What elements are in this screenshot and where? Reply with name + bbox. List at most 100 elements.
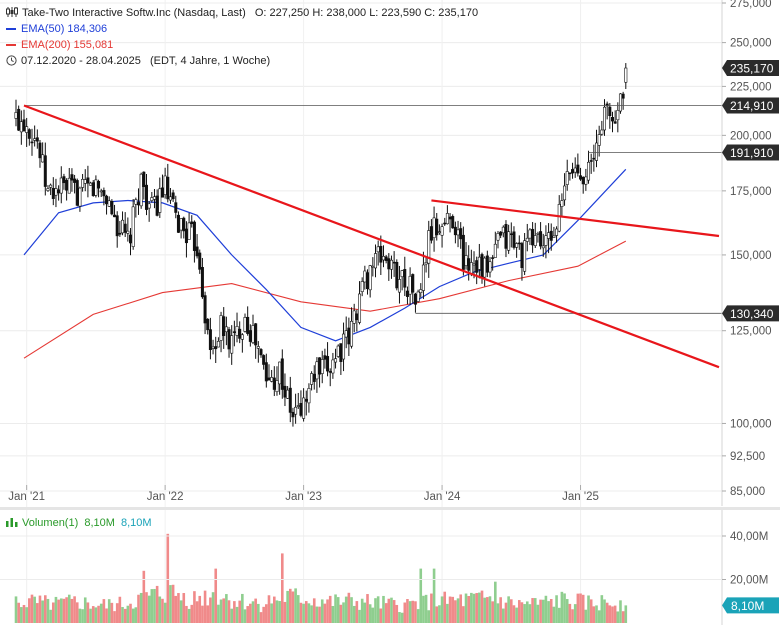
candle-body-up: [350, 321, 354, 347]
candle: [397, 265, 401, 304]
candle-body-up: [389, 259, 393, 270]
volume-tick-label: 20,00M: [730, 575, 768, 587]
candle-body-up: [496, 233, 500, 241]
volume-bar-up: [147, 595, 151, 623]
volume-bar-down: [491, 601, 494, 623]
candle-body-up: [224, 326, 228, 333]
date-range-row: 07.12.2020 - 28.04.2025 (EDT, 4 Jahre, 1…: [6, 54, 270, 68]
volume-bar-down: [613, 605, 617, 623]
volume-bar-down: [267, 595, 271, 623]
legend-ema200[interactable]: EMA(200) 155,081: [6, 38, 113, 52]
candle: [320, 350, 324, 384]
volume-bar-up: [134, 607, 138, 623]
volume-bar-down: [504, 602, 508, 623]
candle: [429, 219, 433, 244]
candle-body-down: [123, 223, 127, 233]
candle: [33, 125, 37, 147]
candle-body-down: [200, 267, 204, 298]
candle-body-down: [539, 231, 543, 247]
volume-bar-up: [541, 599, 545, 623]
candle: [342, 322, 346, 372]
volume-bar-down: [509, 599, 513, 623]
volume-bar-up: [187, 608, 191, 623]
candle: [419, 283, 423, 298]
candle-body-down: [35, 137, 39, 142]
volume-bar-down: [611, 606, 614, 623]
volume-bar-down: [448, 596, 452, 623]
volume-bar-down: [512, 605, 516, 623]
candle-body-down: [579, 175, 583, 180]
volume-bar-up: [419, 568, 423, 623]
volume-bar-down: [227, 600, 231, 623]
candle: [475, 256, 479, 285]
candle: [102, 187, 106, 206]
candle: [248, 324, 252, 347]
legend-ema50[interactable]: EMA(50) 184,306: [6, 22, 107, 36]
candle: [523, 232, 527, 276]
candle-body-up: [483, 257, 487, 278]
volume-bar-up: [126, 605, 130, 623]
volume-bar-up: [360, 598, 364, 623]
candle-body-up: [536, 233, 540, 235]
candle-body-down: [304, 398, 308, 402]
candle: [589, 153, 593, 174]
candle-body-up: [416, 291, 420, 302]
candle: [126, 217, 130, 242]
candle: [294, 393, 298, 424]
candle: [192, 220, 196, 263]
candle-body-down: [387, 258, 391, 270]
candle-body-up: [400, 270, 404, 278]
candle-body-down: [480, 254, 484, 279]
volume-bar-down: [366, 594, 369, 623]
candle: [99, 188, 103, 197]
candle: [22, 109, 26, 132]
candle-body-down: [384, 256, 388, 261]
candle: [595, 129, 599, 168]
candle-body-up: [437, 231, 441, 233]
volume-bar-up: [46, 598, 50, 623]
candle-body-down: [129, 234, 133, 244]
pane-separator[interactable]: [0, 507, 780, 510]
volume-bar-down: [44, 595, 47, 623]
volume-bar-down: [459, 594, 463, 623]
price-axis: 275,000 250,000 225,000 200,000 175,000 150,0…: [721, 0, 772, 506]
candle-body-down: [62, 176, 66, 184]
candle: [363, 265, 367, 290]
volume-bar-down: [288, 588, 292, 623]
volume-bar-up: [502, 608, 505, 623]
candle-body-down: [254, 323, 258, 346]
volume-bar-down: [174, 595, 178, 623]
candle-body-up: [528, 229, 532, 239]
volume-bar-up: [217, 604, 220, 623]
volume-bar-up: [552, 606, 556, 623]
price-tag-shape: [722, 97, 779, 114]
trendlines[interactable]: [23, 104, 720, 369]
volume-bar-down: [185, 605, 188, 623]
x-tick-label: Jan '24: [424, 491, 461, 503]
candle-body-up: [432, 217, 436, 239]
candle: [539, 222, 543, 250]
candle: [366, 269, 370, 295]
candle-body-down: [581, 176, 585, 185]
candle: [110, 199, 114, 216]
volume-bar-down: [304, 601, 308, 623]
candle-body-down: [184, 228, 188, 244]
candle: [358, 281, 362, 325]
candle: [160, 174, 164, 198]
y-tick-label: 125,000: [730, 326, 772, 338]
price-tag: 191,910: [722, 144, 779, 161]
candle-body-down: [485, 255, 489, 273]
candle-body-down: [166, 176, 170, 200]
candle: [597, 125, 601, 157]
candle: [624, 63, 628, 90]
candle-body-up: [81, 178, 85, 188]
candle: [198, 249, 202, 274]
candle: [461, 226, 465, 276]
candle: [246, 306, 250, 336]
candle-body-up: [371, 265, 375, 268]
candle-body-down: [576, 164, 580, 174]
candle-body-down: [27, 129, 31, 139]
volume-bar-down: [581, 594, 585, 623]
volume-bar-down: [339, 604, 343, 623]
volume-bar-up: [257, 603, 260, 623]
